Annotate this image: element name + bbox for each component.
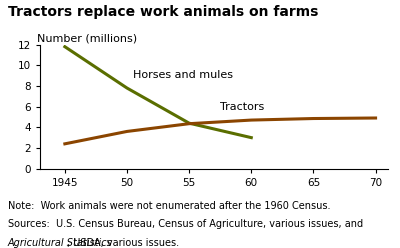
Text: , USDA, various issues.: , USDA, various issues.	[67, 238, 179, 248]
Text: Number (millions): Number (millions)	[36, 33, 137, 43]
Text: Sources:  U.S. Census Bureau, Census of Agriculture, various issues, and: Sources: U.S. Census Bureau, Census of A…	[8, 219, 363, 229]
Text: Agricultural Statistics: Agricultural Statistics	[8, 238, 113, 248]
Text: Tractors replace work animals on farms: Tractors replace work animals on farms	[8, 5, 318, 19]
Text: Note:  Work animals were not enumerated after the 1960 Census.: Note: Work animals were not enumerated a…	[8, 201, 330, 211]
Text: Horses and mules: Horses and mules	[133, 70, 233, 80]
Text: Tractors: Tractors	[220, 102, 264, 112]
